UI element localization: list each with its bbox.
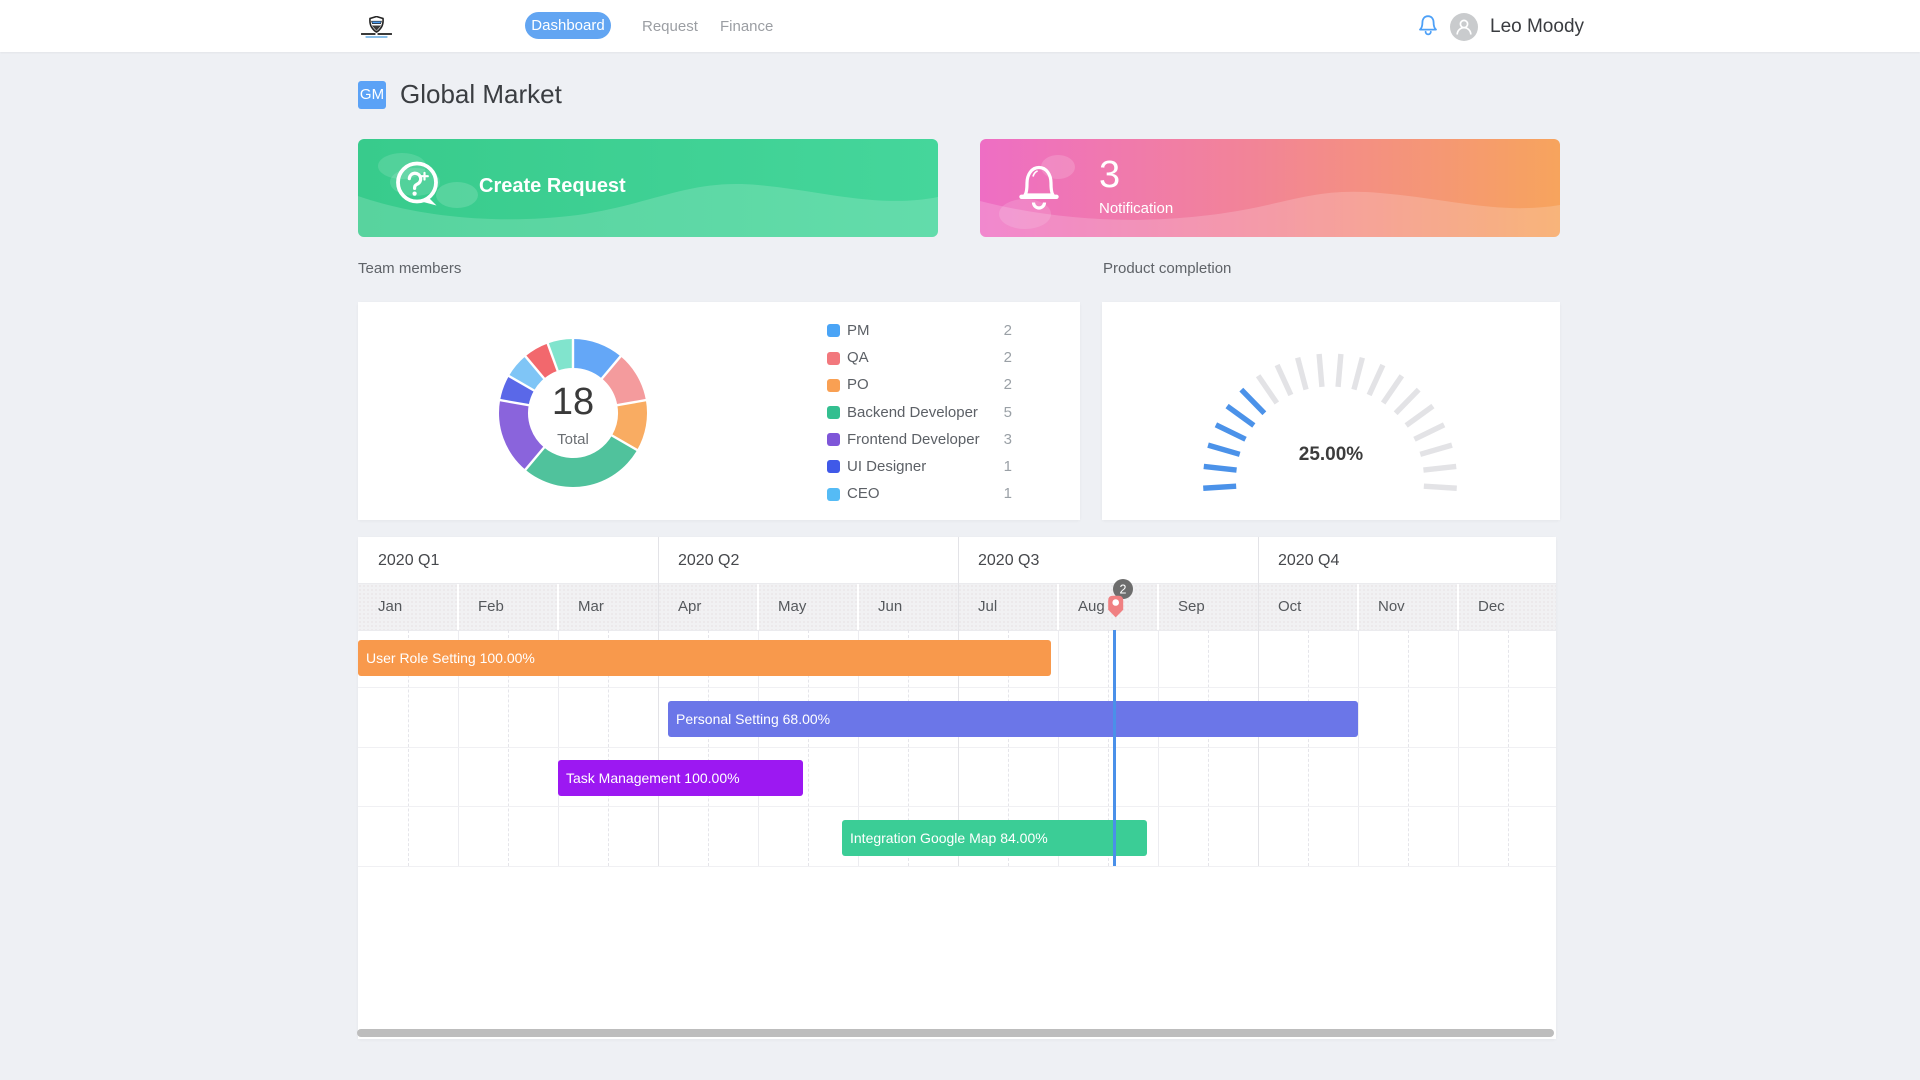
svg-text:2: 2 xyxy=(1120,583,1127,597)
